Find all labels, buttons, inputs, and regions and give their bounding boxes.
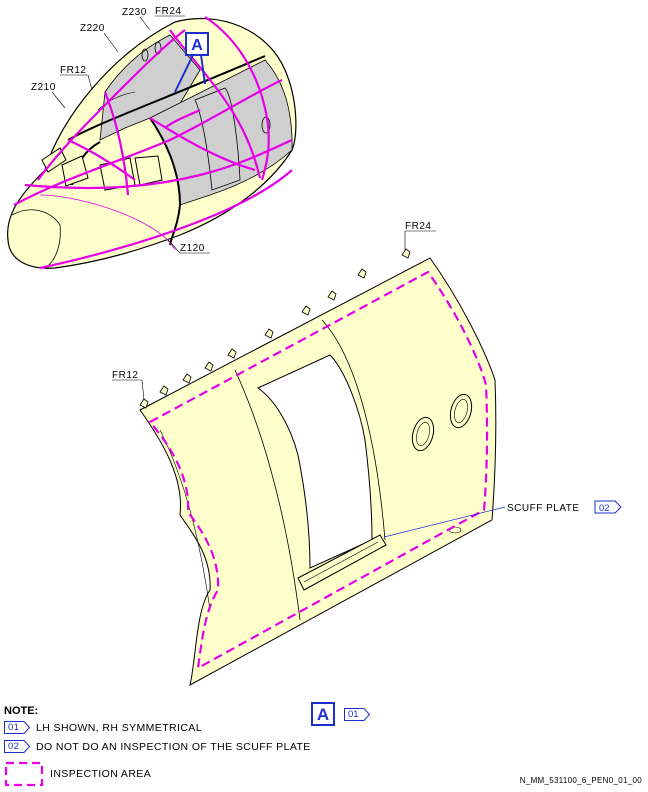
panel-window-2 xyxy=(449,393,473,429)
view-a-letter: A xyxy=(191,37,203,54)
note-item-01: 01 LH SHOWN, RH SYMMETRICAL xyxy=(4,721,202,734)
view-a-note-tag: 01 xyxy=(344,708,370,721)
nose-fuselage-view: A xyxy=(7,16,297,270)
note-item-02: 02 DO NOT DO AN INSPECTION OF THE SCUFF … xyxy=(4,740,311,753)
frame-clips xyxy=(139,248,411,409)
note-text-02: DO NOT DO AN INSPECTION OF THE SCUFF PLA… xyxy=(36,740,311,753)
frame-label-fr12-top: FR12 xyxy=(60,65,86,76)
legend-inspection-area: INSPECTION AREA xyxy=(4,761,151,787)
zone-label-z210: Z210 xyxy=(31,82,56,93)
scuff-plate-note-number: 02 xyxy=(599,503,610,514)
note-tag-02: 02 xyxy=(4,740,30,753)
zone-label-z230: Z230 xyxy=(122,7,147,18)
legend-text: INSPECTION AREA xyxy=(50,768,152,780)
frame-label-fr24: FR24 xyxy=(405,221,431,232)
note-text-01: LH SHOWN, RH SYMMETRICAL xyxy=(36,721,202,734)
zone-label-z220: Z220 xyxy=(80,23,105,34)
note-tag-01-number: 01 xyxy=(8,722,20,733)
panel-detail-view: FR24 FR12 SCUFF PLATE 02 xyxy=(112,221,622,686)
panel-window-1 xyxy=(411,416,435,452)
view-a-marker xyxy=(185,32,209,56)
frame-label-fr24-top: FR24 xyxy=(155,6,181,17)
inspection-area-boundary xyxy=(148,270,489,671)
view-a-reference-box: A xyxy=(311,702,335,726)
scuff-plate-label: SCUFF PLATE xyxy=(507,503,580,514)
view-a-note-number: 01 xyxy=(348,709,359,720)
frame-label-fr12: FR12 xyxy=(112,370,138,381)
nose-labels: Z230 FR24 Z220 FR12 Z210 Z120 xyxy=(31,6,210,254)
inspection-area-legend-swatch xyxy=(4,761,44,787)
notes-title: NOTE: xyxy=(4,705,39,717)
zone-label-z120: Z120 xyxy=(180,243,205,254)
figure-reference-code: N_MM_531100_6_PEN0_01_00 xyxy=(519,776,642,785)
scuff-plate-note-tag xyxy=(594,500,622,514)
scuff-plate xyxy=(297,534,387,591)
note-tag-02-number: 02 xyxy=(8,741,20,752)
note-tag-01: 01 xyxy=(4,721,30,734)
nose-inspection-lines xyxy=(13,16,293,270)
